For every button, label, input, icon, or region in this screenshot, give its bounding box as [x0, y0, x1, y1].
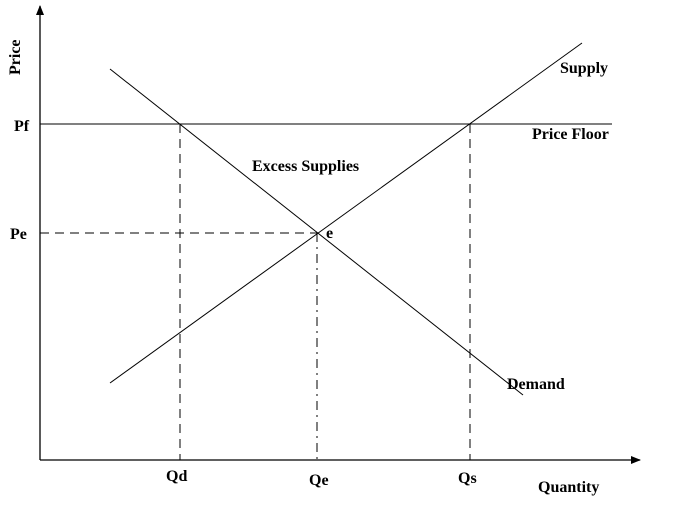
- qd-label: Qd: [166, 468, 187, 485]
- x-axis-label: Quantity: [538, 479, 599, 496]
- supply-label: Supply: [560, 60, 608, 77]
- qs-label: Qs: [458, 470, 477, 487]
- qe-label: Qe: [309, 472, 329, 489]
- pe-label: Pe: [10, 226, 27, 243]
- demand-label: Demand: [507, 376, 565, 393]
- supply-curve: [109, 42, 583, 384]
- pf-label: Pf: [14, 118, 30, 135]
- excess-supplies-label: Excess Supplies: [252, 158, 359, 175]
- price-floor-label: Price Floor: [532, 126, 609, 143]
- y-axis-label: Price: [7, 39, 24, 75]
- equilibrium-point-label: e: [326, 225, 333, 242]
- demand-curve: [109, 68, 524, 396]
